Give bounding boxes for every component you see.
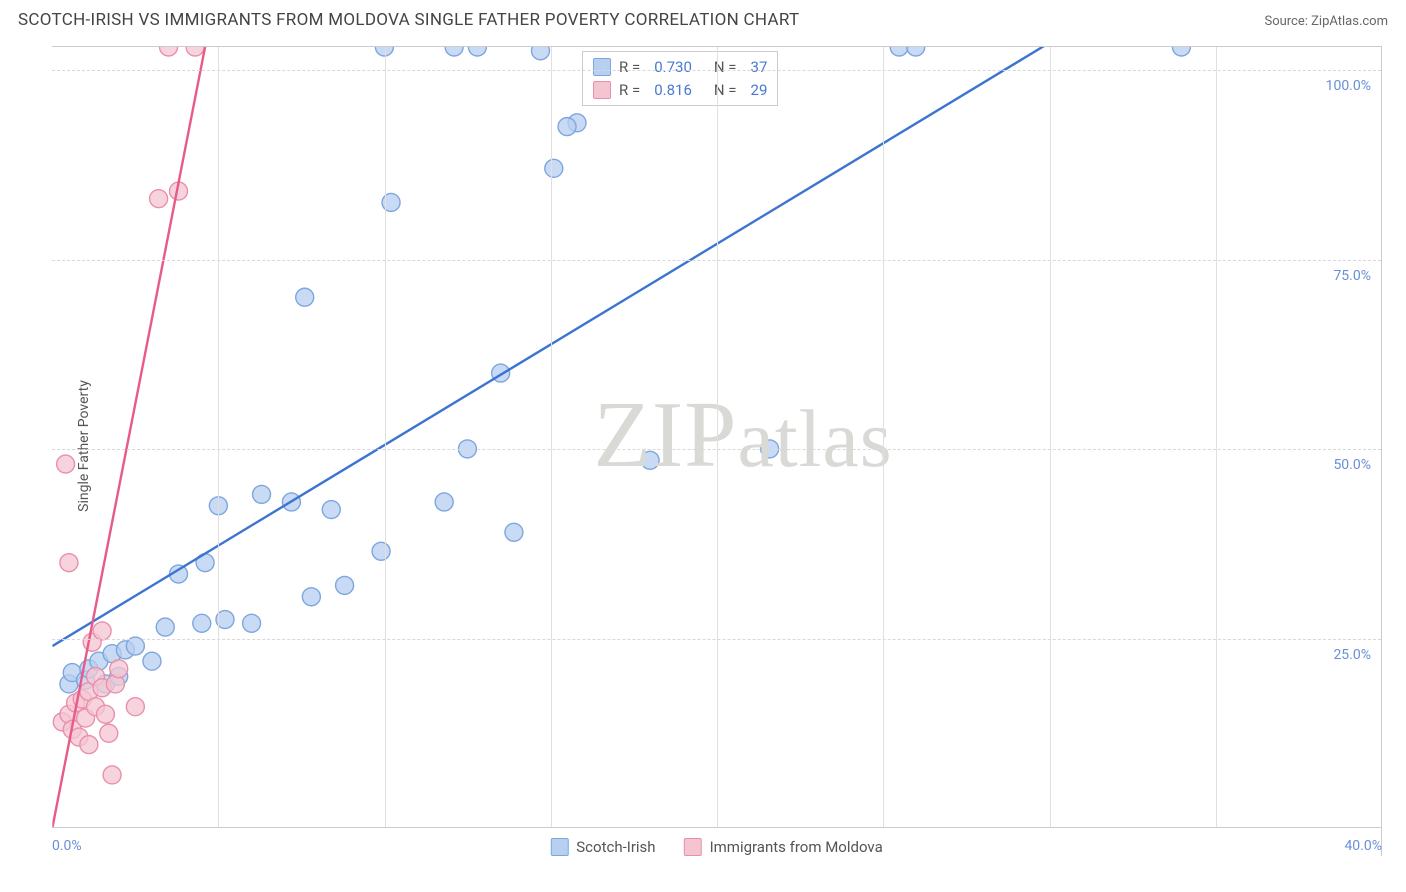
swatch-series-2 [593,81,611,99]
series-2-name: Immigrants from Moldova [710,838,883,856]
correlation-legend: R =0.730 N =37 R =0.816 N =29 [582,51,778,106]
legend-item-series-2: Immigrants from Moldova [684,838,883,856]
r-value-2: 0.816 [654,79,692,102]
y-tick-label: 75.0% [1333,268,1371,284]
n-value-2: 29 [751,79,768,102]
legend-item-series-1: Scotch-Irish [550,838,655,856]
y-tick-label: 25.0% [1333,647,1371,663]
r-value-1: 0.730 [654,56,692,79]
swatch-series-1 [550,838,568,856]
series-1-name: Scotch-Irish [576,838,655,856]
y-tick-label: 100.0% [1326,78,1371,94]
series-legend: Scotch-Irish Immigrants from Moldova [550,838,882,856]
swatch-series-2 [684,838,702,856]
x-tick-label: 0.0% [52,838,82,854]
swatch-series-1 [593,58,611,76]
y-tick-label: 50.0% [1333,457,1371,473]
chart-title: SCOTCH-IRISH VS IMMIGRANTS FROM MOLDOVA … [18,10,799,30]
x-tick-label: 40.0% [1344,838,1382,854]
legend-row-series-1: R =0.730 N =37 [593,56,767,79]
n-value-1: 37 [751,56,768,79]
source-label: Source: ZipAtlas.com [1264,14,1388,29]
legend-row-series-2: R =0.816 N =29 [593,79,767,102]
chart-area: ZIPatlas R =0.730 N =37 R =0.816 N =29 S… [52,46,1382,856]
